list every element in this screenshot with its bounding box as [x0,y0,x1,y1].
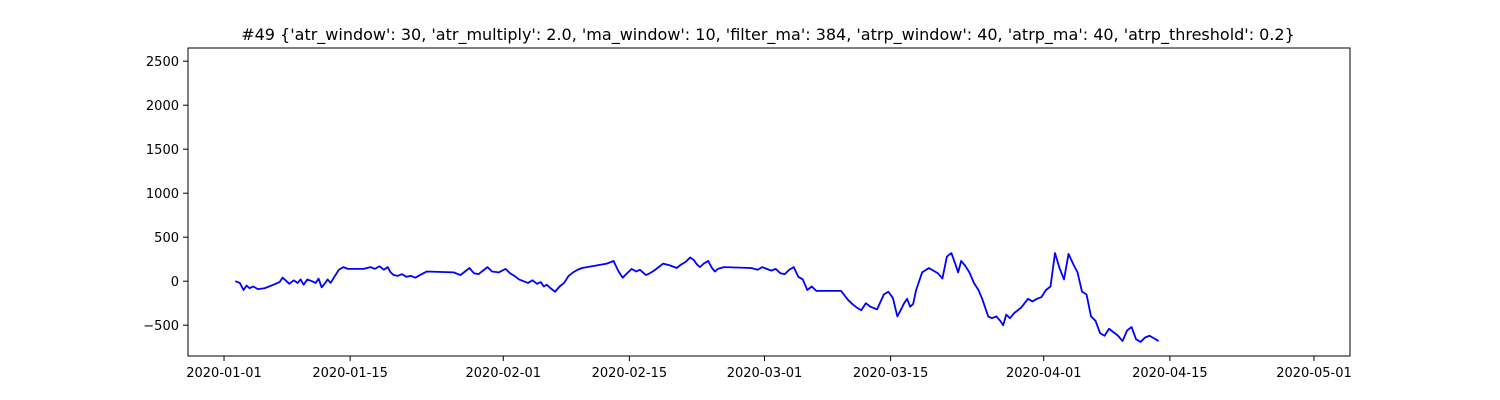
plot-frame [187,47,1351,357]
x-tick-label: 2020-05-01 [1276,366,1352,381]
x-tick-label: 2020-02-01 [465,366,541,381]
y-tick-label: −500 [143,319,179,334]
chart-title: #49 {'atr_window': 30, 'atr_multiply': 2… [241,25,1295,45]
x-tick-label: 2020-01-15 [312,366,388,381]
axes: 2020-01-01 2020-01-15 2020-02-01 2020-02-15… [143,47,1352,381]
y-tick-label: 2500 [146,55,179,70]
x-tick-label: 2020-04-15 [1132,366,1208,381]
x-tick-label: 2020-03-01 [727,366,803,381]
series-group [234,252,1160,343]
x-tick-label: 2020-02-15 [592,366,668,381]
y-tick-label: 0 [171,275,179,290]
y-tick-label: 500 [154,231,179,246]
y-tick-label: 1500 [146,143,179,158]
y-tick-label: 2000 [146,99,179,114]
x-tick-label: 2020-01-01 [186,366,262,381]
y-tick-label: 1000 [146,187,179,202]
x-tick-label: 2020-04-01 [1006,366,1082,381]
series-line-0 [234,252,1160,343]
x-tick-label: 2020-03-15 [853,366,929,381]
